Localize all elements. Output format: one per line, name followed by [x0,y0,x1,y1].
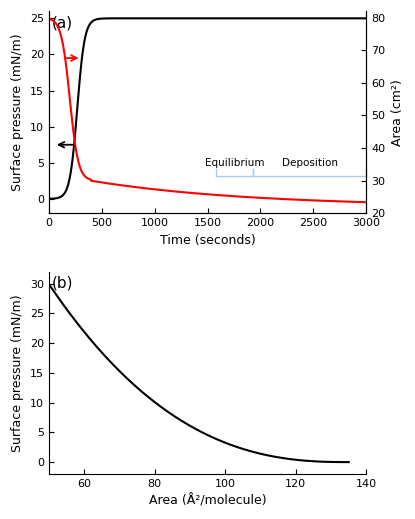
Y-axis label: Surface pressure (mN/m): Surface pressure (mN/m) [11,294,24,452]
Text: Equilibrium: Equilibrium [205,158,264,168]
Text: (a): (a) [52,15,73,30]
X-axis label: Area (Å²/molecule): Area (Å²/molecule) [149,495,266,508]
Text: Deposition: Deposition [282,158,338,168]
Y-axis label: Area (cm²): Area (cm²) [391,79,404,146]
Y-axis label: Surface pressure (mN/m): Surface pressure (mN/m) [11,33,24,191]
X-axis label: Time (seconds): Time (seconds) [160,234,255,247]
Text: (b): (b) [52,276,73,291]
